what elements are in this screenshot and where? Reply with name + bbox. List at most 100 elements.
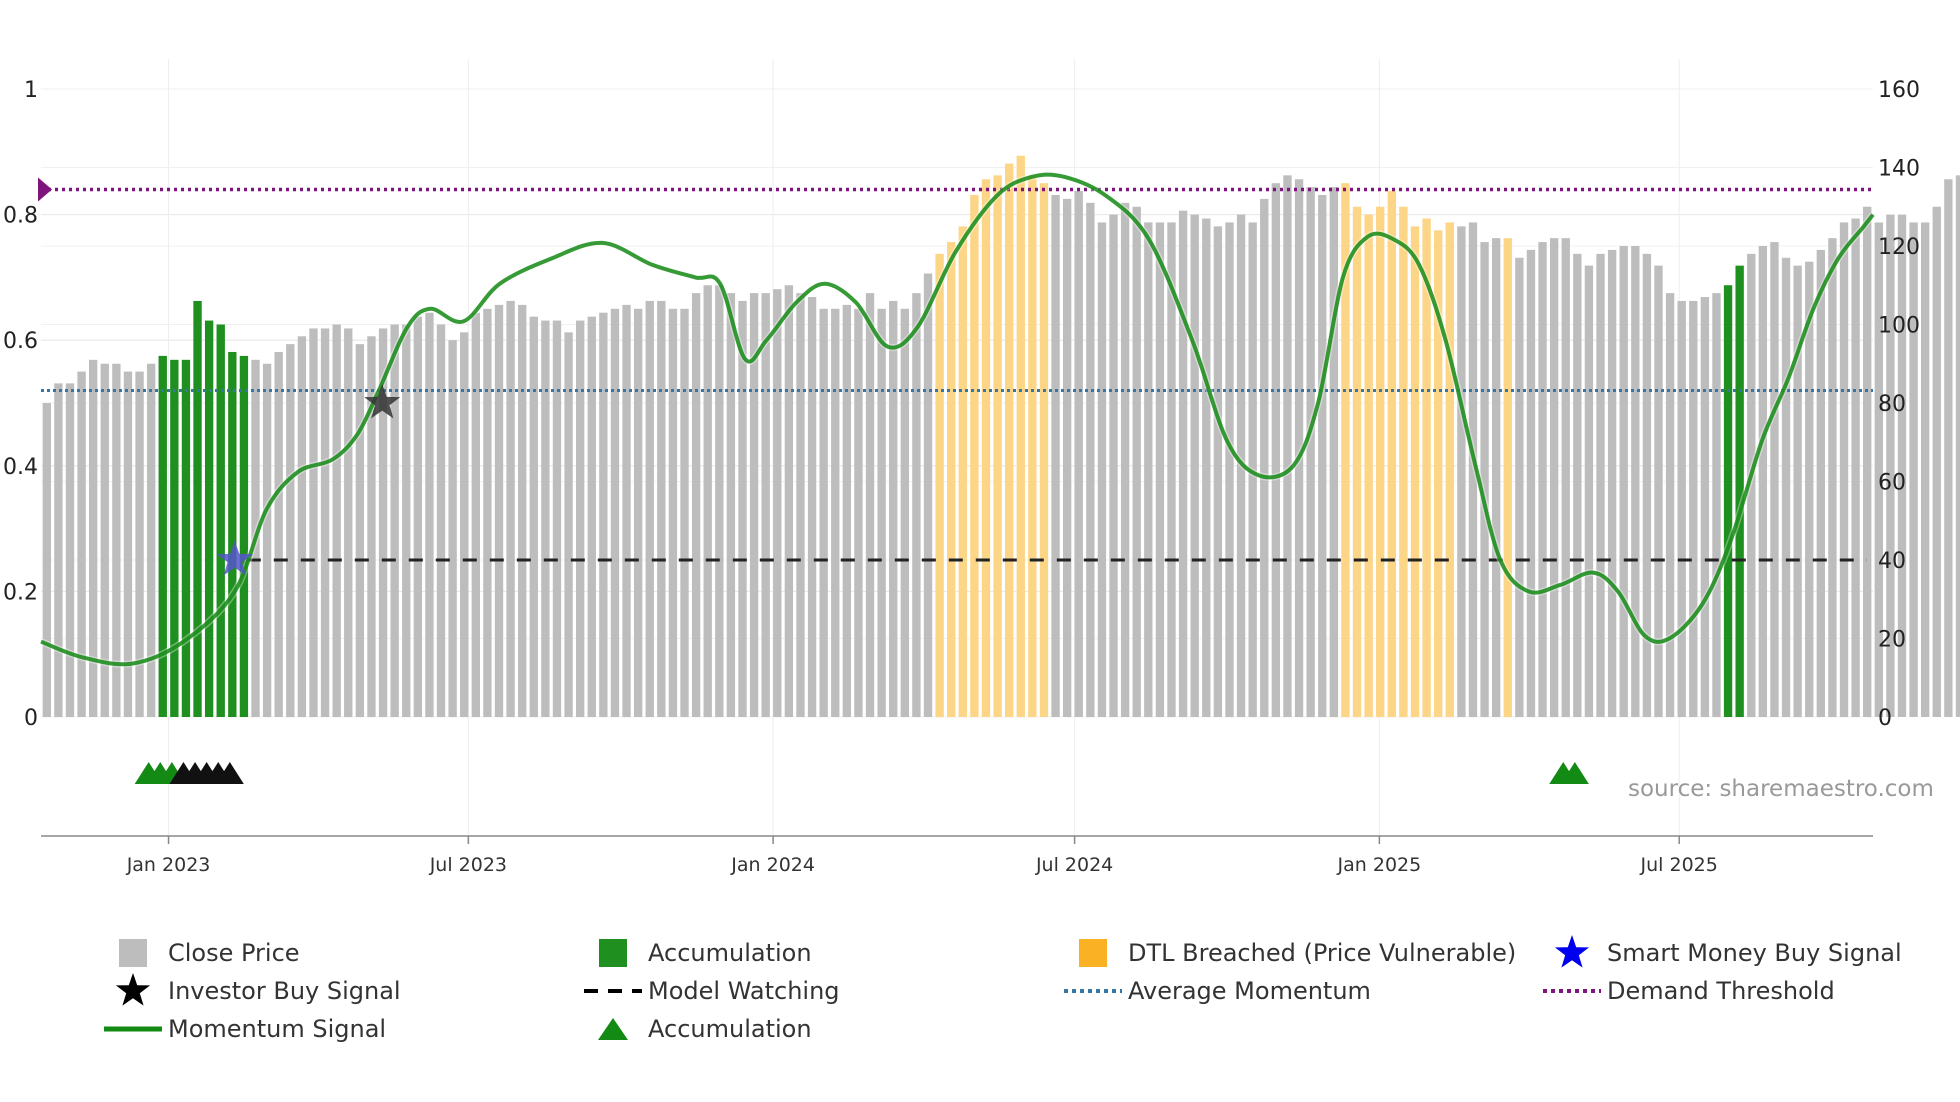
price-bar xyxy=(1607,249,1617,717)
x-tick-label: Jul 2024 xyxy=(1035,854,1113,876)
price-bar xyxy=(1352,206,1362,717)
price-bar xyxy=(1086,202,1095,717)
price-bar xyxy=(587,316,596,717)
price-bar xyxy=(1294,179,1304,717)
price-bar xyxy=(1515,257,1524,717)
price-bar xyxy=(1619,246,1628,717)
price-bar xyxy=(668,308,678,717)
price-bar xyxy=(1851,218,1860,717)
price-bar xyxy=(1005,163,1014,717)
price-bar xyxy=(146,363,156,717)
price-bar xyxy=(1944,179,1953,717)
price-bar xyxy=(981,179,991,717)
price-bar xyxy=(425,312,434,717)
price-bar xyxy=(610,308,620,717)
price-bar xyxy=(1283,175,1292,718)
price-bar xyxy=(691,293,701,717)
price-bar xyxy=(1306,187,1315,718)
price-bar xyxy=(483,308,492,717)
right-tick-label: 20 xyxy=(1878,628,1906,653)
price-bar xyxy=(158,355,167,717)
price-bar xyxy=(1584,265,1594,718)
price-bar xyxy=(1712,293,1721,717)
price-bar xyxy=(274,351,283,717)
left-tick-label: 0.4 xyxy=(3,455,38,480)
right-tick-label: 0 xyxy=(1878,706,1892,731)
price-bar xyxy=(378,328,388,717)
price-bar xyxy=(309,328,318,717)
price-bar xyxy=(1863,206,1872,717)
price-bar xyxy=(819,308,828,717)
price-bar xyxy=(1167,222,1176,717)
right-tick-label: 100 xyxy=(1878,314,1920,339)
right-tick-label: 60 xyxy=(1878,471,1906,496)
price-bar xyxy=(807,297,817,717)
price-bar xyxy=(1097,222,1107,717)
price-bar xyxy=(796,293,805,717)
price-bar xyxy=(332,324,341,717)
price-bar xyxy=(518,304,527,718)
price-bar xyxy=(1642,253,1652,717)
right-tick-label: 80 xyxy=(1878,392,1906,417)
price-bar xyxy=(320,328,330,717)
price-bar xyxy=(1909,222,1918,717)
price-bar xyxy=(1190,214,1199,717)
price-bar xyxy=(1422,218,1431,717)
price-bar xyxy=(1341,183,1350,717)
price-bar xyxy=(1399,206,1408,717)
price-bar xyxy=(344,328,353,717)
axes: Jan 2023 Jul 2023 Jan 2024 Jul 2024 Jan 2025… xyxy=(3,78,1920,876)
price-bar xyxy=(726,293,736,717)
price-bar xyxy=(1457,226,1466,718)
left-tick-label: 0 xyxy=(24,706,38,731)
price-bar xyxy=(1677,300,1686,717)
price-bar xyxy=(1039,183,1049,717)
price-bar xyxy=(1062,198,1072,717)
price-bar xyxy=(1120,202,1130,717)
price-bar xyxy=(541,320,550,717)
price-bar xyxy=(854,308,863,717)
price-bar xyxy=(181,359,191,717)
right-tick-label: 160 xyxy=(1878,78,1920,103)
price-bar xyxy=(993,175,1002,718)
price-bar xyxy=(1271,183,1281,717)
price-bar xyxy=(1051,194,1060,718)
price-bar xyxy=(112,363,121,717)
price-bar xyxy=(1248,222,1257,717)
left-tick-label: 0.2 xyxy=(3,580,38,605)
price-bar xyxy=(355,344,365,718)
price-bar xyxy=(599,312,608,717)
price-bar xyxy=(413,316,423,717)
investor-buy-signal-star xyxy=(364,384,401,419)
price-bar xyxy=(402,324,411,717)
price-bar xyxy=(703,285,712,717)
price-bar xyxy=(935,253,944,717)
price-bar xyxy=(831,308,840,717)
price-bar xyxy=(228,351,237,717)
price-bar xyxy=(367,336,376,717)
price-bar xyxy=(1805,261,1814,717)
price-bar xyxy=(1329,187,1339,718)
price-bar xyxy=(1549,238,1559,717)
price-bar xyxy=(865,293,875,717)
price-bar xyxy=(436,324,446,717)
price-bar xyxy=(749,293,759,717)
price-bar xyxy=(1573,253,1582,717)
price-bar xyxy=(1932,206,1941,717)
price-bar xyxy=(1526,249,1536,717)
price-bar xyxy=(784,285,794,717)
signal-markers xyxy=(134,384,1589,784)
price-bar xyxy=(1410,226,1420,718)
price-bar xyxy=(1376,206,1385,717)
price-bar xyxy=(1364,214,1373,717)
close-price-bars xyxy=(42,155,1960,718)
price-bar xyxy=(1758,246,1768,717)
price-bar xyxy=(900,308,909,717)
price-bar xyxy=(54,383,63,718)
price-bar xyxy=(575,320,585,717)
price-bar xyxy=(1561,238,1570,717)
price-bar xyxy=(297,336,307,717)
price-bar xyxy=(842,304,852,718)
demand-threshold-marker xyxy=(38,177,52,202)
right-tick-label: 140 xyxy=(1878,157,1920,182)
